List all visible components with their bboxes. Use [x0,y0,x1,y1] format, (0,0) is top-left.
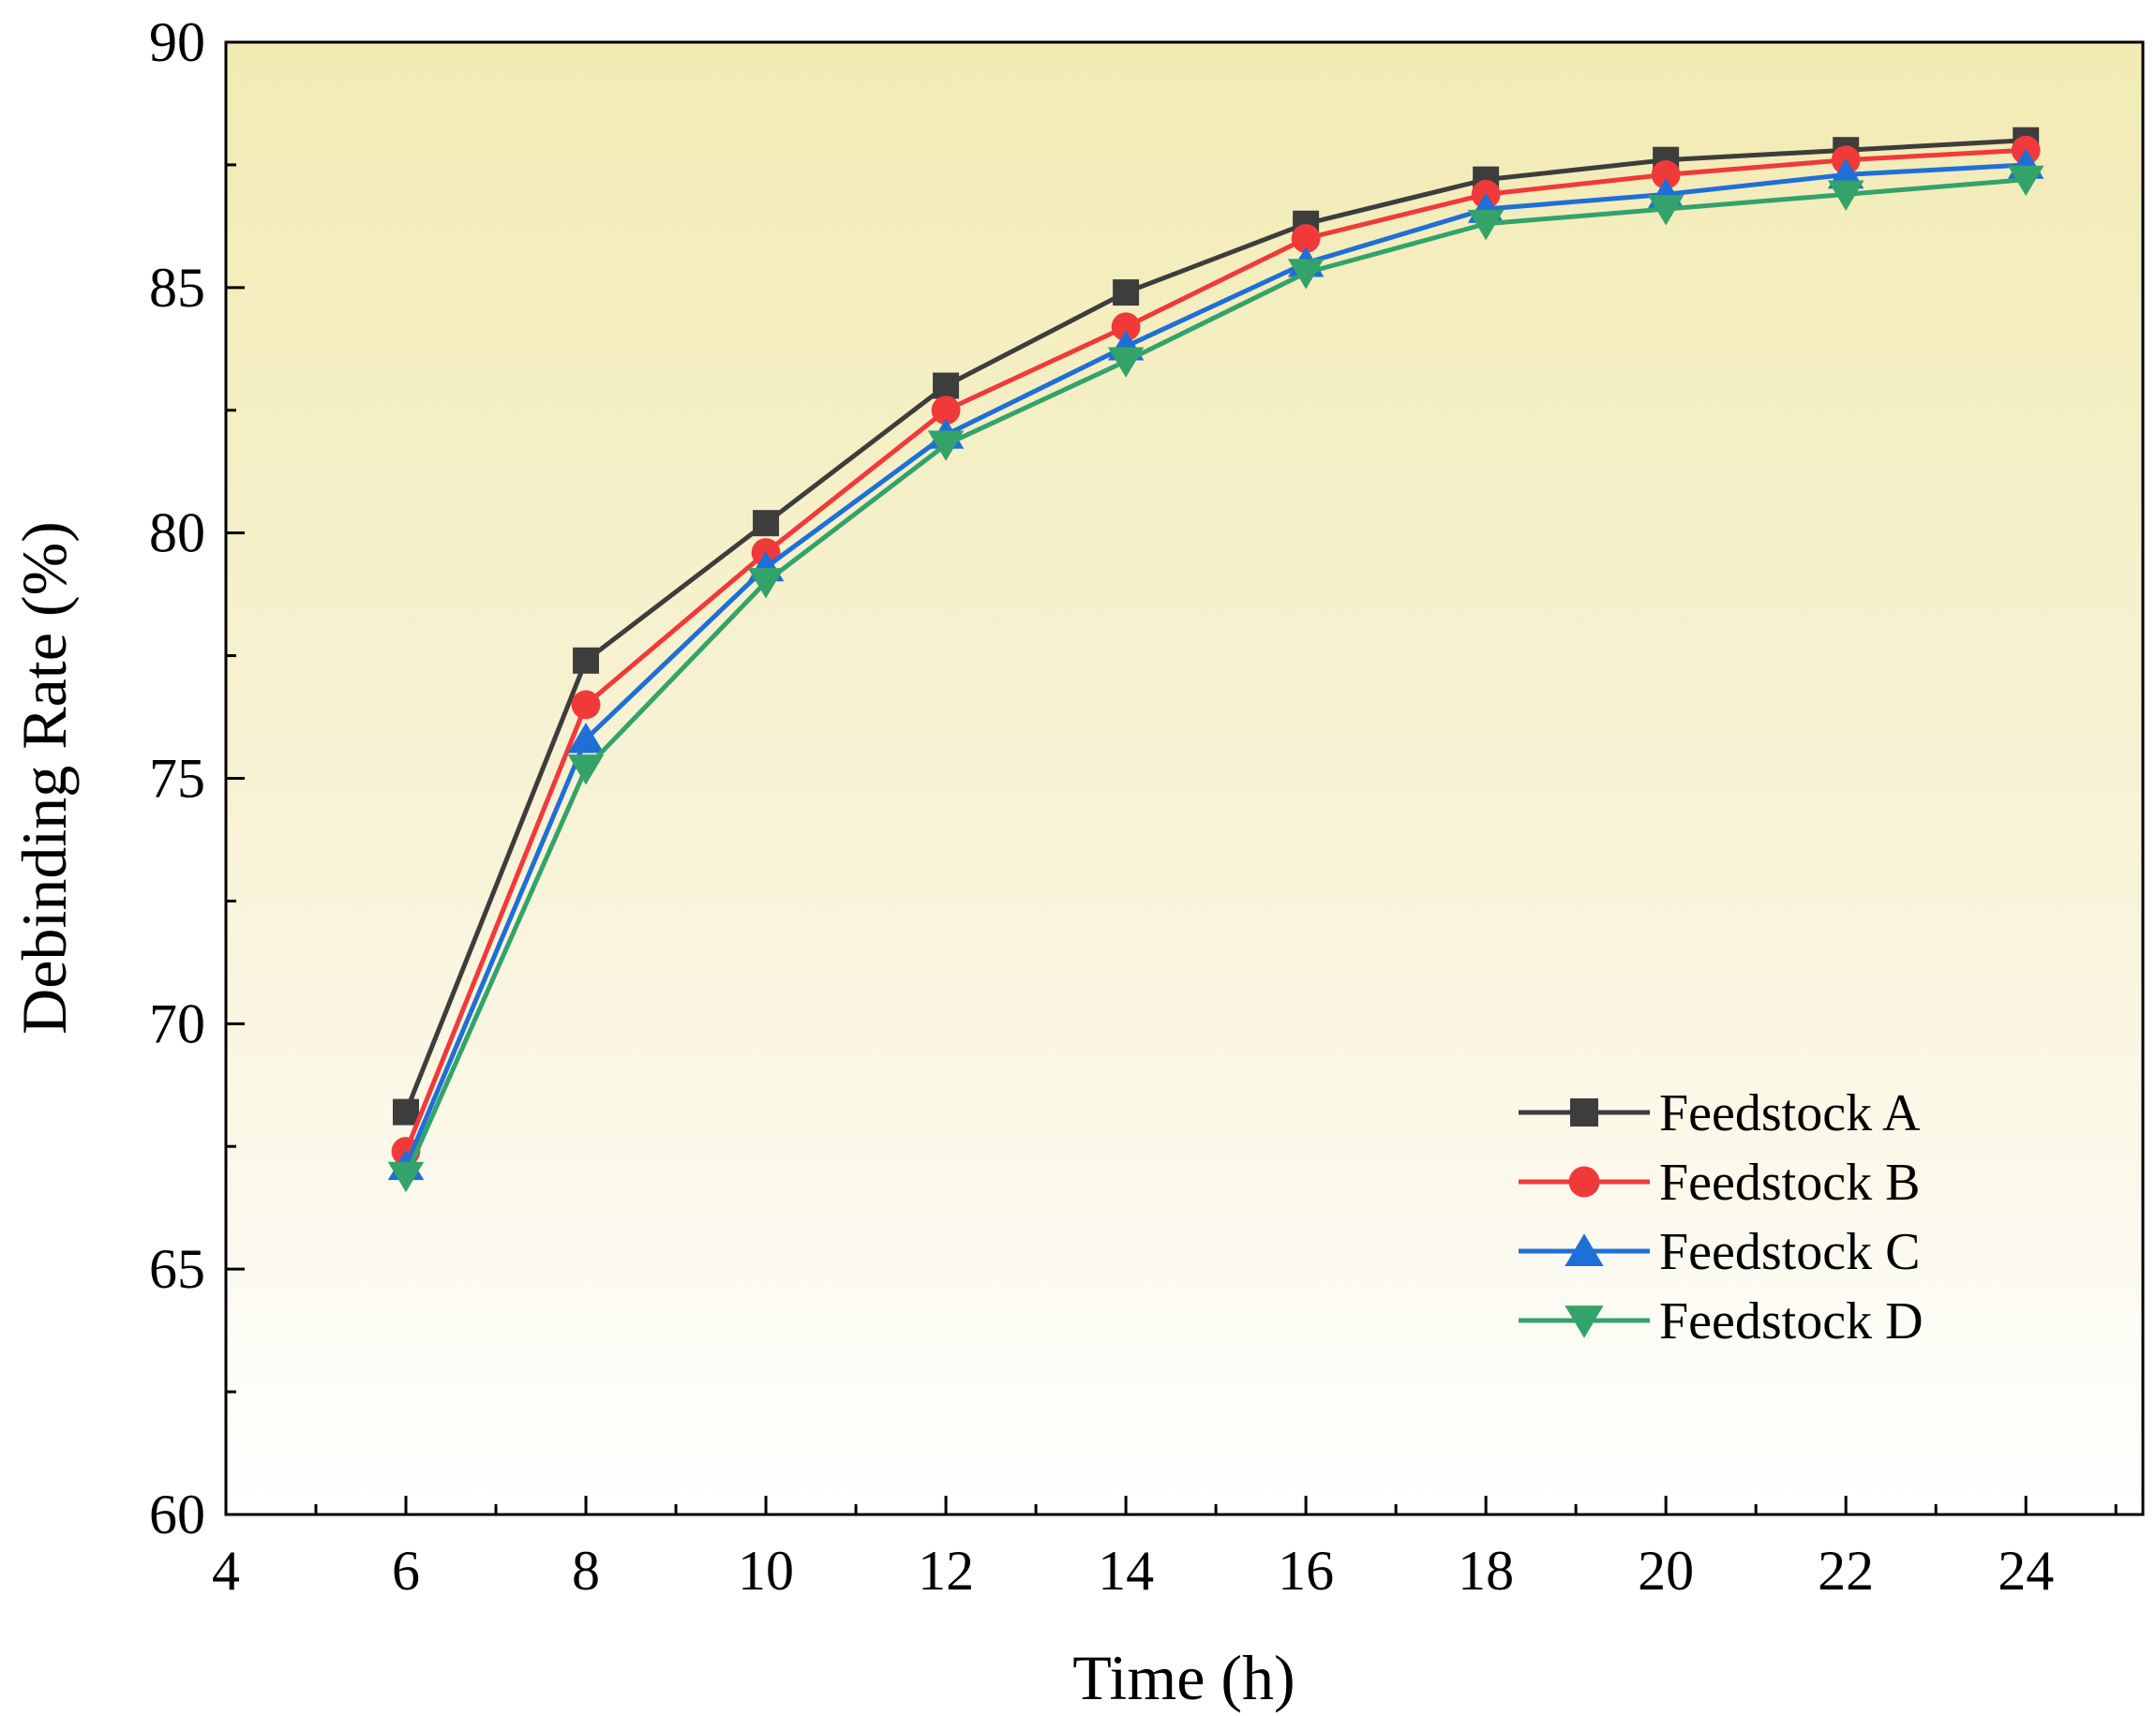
x-tick-label: 16 [1278,1540,1334,1602]
x-tick-label: 24 [1998,1540,2054,1602]
series-feedstock-d [387,165,2044,1193]
data-point [1647,195,1684,226]
plot-area [226,42,2143,1515]
data-point [1107,347,1145,378]
legend-marker [1568,1166,1600,1198]
legend: Feedstock A Feedstock B Feedstock C Feedsto… [1519,1084,1924,1350]
data-point [1287,259,1325,290]
y-tick-label: 90 [149,11,205,73]
y-tick-label: 65 [149,1238,205,1300]
data-point [1291,224,1321,253]
data-point [1651,159,1681,189]
y-tick-label: 70 [149,992,205,1054]
x-tick-label: 20 [1638,1540,1694,1602]
x-tick-label: 22 [1818,1540,1874,1602]
data-point [931,395,961,425]
data-point [753,510,780,537]
y-axis-title: Debinding Rate (%) [8,521,80,1035]
legend-label: Feedstock B [1659,1154,1920,1212]
x-tick-label: 18 [1458,1540,1514,1602]
data-point [1111,312,1141,342]
data-point [747,568,785,599]
series-line [403,138,2027,1113]
legend-item: Feedstock A [1519,1084,1921,1142]
data-point [571,690,601,720]
data-point [1467,209,1505,241]
y-tick-label: 60 [149,1484,205,1545]
data-point [573,647,600,674]
legend-marker [1565,1233,1604,1266]
data-point [393,1098,420,1126]
x-axis-title: Time (h) [1072,1642,1295,1713]
legend-marker [1565,1306,1604,1338]
legend-label: Feedstock A [1659,1084,1921,1142]
legend-label: Feedstock C [1659,1223,1920,1281]
data-point [567,723,605,754]
x-tick-label: 8 [572,1540,600,1602]
y-tick-label: 80 [149,502,205,564]
legend-label: Feedstock D [1659,1292,1924,1350]
legend-item: Feedstock D [1519,1292,1924,1350]
plot-frame [224,40,2145,1516]
data-point [2007,165,2044,197]
data-point [1113,279,1140,306]
data-point [927,430,965,461]
x-tick-label: 6 [392,1540,420,1602]
series-group [387,127,2044,1193]
series-line [403,147,2027,1153]
legend-marker [1570,1098,1598,1127]
data-point [567,754,605,785]
series-line [403,177,2027,1177]
x-tick-label: 10 [738,1540,794,1602]
data-point [1827,180,1864,211]
legend-item: Feedstock B [1519,1154,1920,1212]
tick-labels: 4 6 8 10 12 14 16 18 20 22 24 60 65 70 75 80 85 90 [149,11,2054,1602]
data-point [387,1161,425,1193]
x-tick-label: 12 [918,1540,974,1602]
x-tick-label: 4 [212,1540,240,1602]
legend-item: Feedstock C [1519,1223,1920,1281]
y-tick-label: 85 [149,257,205,319]
series-feedstock-a [393,127,2040,1126]
y-tick-label: 75 [149,748,205,810]
x-tick-label: 14 [1098,1540,1154,1602]
series-line [403,162,2027,1168]
data-point [933,372,960,399]
